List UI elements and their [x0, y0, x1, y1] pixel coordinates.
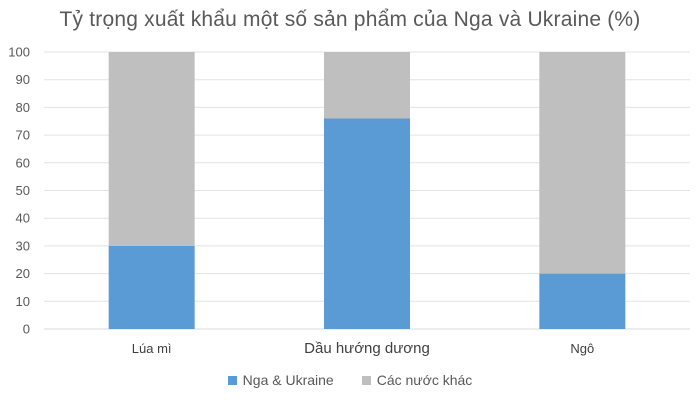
y-tick-label: 90 — [16, 72, 30, 87]
legend-label: Các nước khác — [376, 372, 473, 388]
bars — [108, 52, 626, 329]
legend-item-series-1: Nga & Ukraine — [227, 372, 334, 388]
y-tick-label: 70 — [16, 128, 30, 143]
y-tick-label: 30 — [16, 238, 30, 253]
legend-swatch — [361, 375, 371, 385]
bar-series-1 — [539, 273, 626, 329]
legend-item-series-2: Các nước khác — [361, 372, 473, 388]
y-tick-label: 60 — [16, 155, 30, 170]
y-tick-label: 80 — [16, 100, 30, 115]
x-tick-label: Lúa mì — [132, 341, 172, 356]
y-tick-label: 50 — [16, 183, 30, 198]
y-tick-label: 0 — [23, 322, 30, 337]
bar-series-2 — [539, 52, 626, 274]
x-tick-label: Dầu hướng dương — [304, 340, 430, 357]
legend: Nga & Ukraine Các nước khác — [0, 372, 700, 388]
x-axis-ticks: Lúa mì Dầu hướng dương Ngô — [132, 340, 594, 357]
legend-label: Nga & Ukraine — [242, 372, 334, 388]
bar-series-1 — [324, 118, 410, 329]
y-axis-ticks: 0 10 20 30 40 50 60 70 80 90 100 — [8, 45, 30, 337]
x-tick-label: Ngô — [570, 341, 594, 356]
y-tick-label: 20 — [16, 266, 30, 281]
bar-series-2 — [324, 52, 410, 119]
chart-title: Tỷ trọng xuất khẩu một số sản phẩm của N… — [59, 8, 641, 31]
bar-series-1 — [108, 245, 195, 329]
legend-swatch — [227, 375, 237, 385]
y-tick-label: 10 — [16, 294, 30, 309]
y-tick-label: 40 — [16, 211, 30, 226]
bar-series-2 — [108, 52, 195, 246]
y-tick-label: 100 — [8, 45, 30, 60]
